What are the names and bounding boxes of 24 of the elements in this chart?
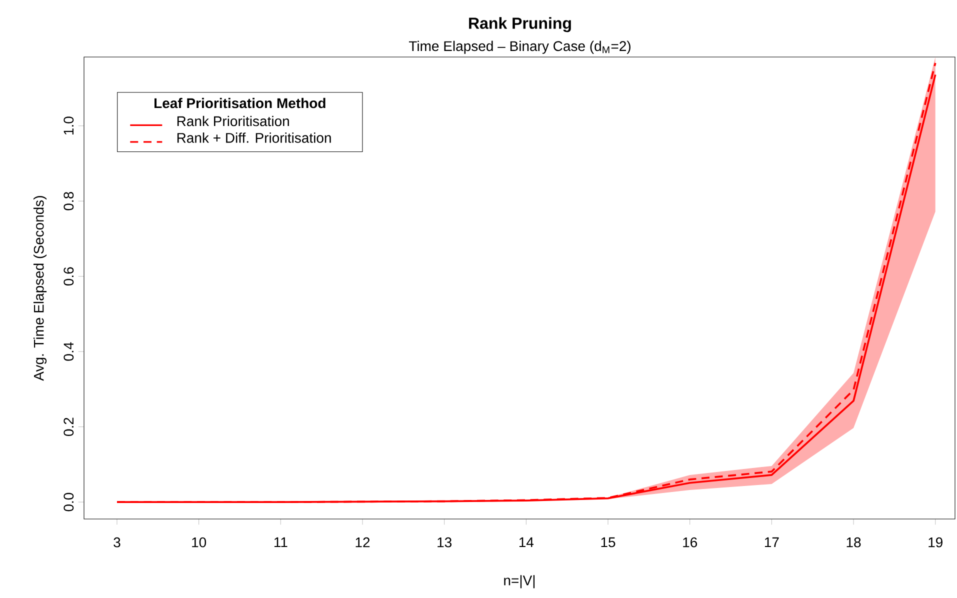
x-axis-title: n=|V| [504,575,535,588]
x-tick-label: 15 [601,537,616,548]
legend-label: Rank + Diff. Prioritisation [177,132,331,143]
x-tick-label: 14 [519,537,534,548]
legend-label: Rank Prioritisation [177,116,289,126]
y-tick-label: 0.2 [64,418,74,436]
x-tick-label: 11 [274,537,288,548]
y-axis-title: Avg. Time Elapsed (Seconds) [33,196,47,381]
x-tick-label: 10 [192,537,206,548]
x-tick-label: 13 [438,537,452,548]
y-tick-label: 0.8 [64,192,74,210]
y-tick-label: 0.4 [64,342,74,361]
chart-title: Rank Pruning [469,17,571,32]
x-tick-label: 3 [114,537,120,548]
y-tick-label: 0.6 [64,267,74,286]
chart-subtitle: Time Elapsed – Binary Case (d$_{M}$=2) [408,40,630,54]
legend-title: Leaf Prioritisation Method [154,98,326,108]
y-tick-label: 1.0 [64,116,74,134]
y-tick-label: 0.0 [64,492,74,512]
x-tick-label: 12 [356,537,370,548]
x-tick-label: 19 [928,537,942,548]
x-tick-label: 17 [764,537,779,548]
x-tick-label: 18 [846,537,861,548]
x-tick-label: 16 [683,537,698,548]
